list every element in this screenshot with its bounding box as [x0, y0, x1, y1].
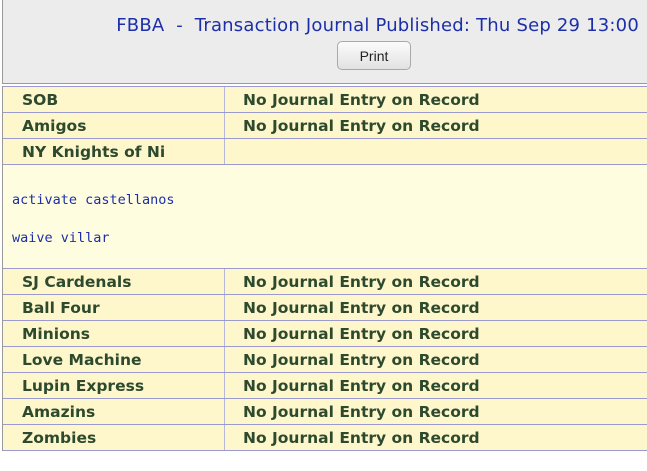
team-name: Ball Four	[3, 295, 225, 320]
journal-status: No Journal Entry on Record	[225, 425, 647, 450]
team-name: NY Knights of Ni	[3, 139, 225, 164]
table-row: SJ Cardenals No Journal Entry on Record	[3, 269, 647, 295]
print-button[interactable]: Print	[337, 41, 411, 70]
journal-status: No Journal Entry on Record	[225, 399, 647, 424]
table-row: SOB No Journal Entry on Record	[3, 86, 647, 113]
journal-status: No Journal Entry on Record	[225, 295, 647, 320]
team-name: Zombies	[3, 425, 225, 450]
table-row: Zombies No Journal Entry on Record	[3, 425, 647, 451]
journal-status: No Journal Entry on Record	[225, 347, 647, 372]
journal-status	[225, 139, 647, 164]
team-name: SJ Cardenals	[3, 269, 225, 294]
journal-table: SOB No Journal Entry on Record Amigos No…	[2, 86, 647, 451]
table-row: Love Machine No Journal Entry on Record	[3, 347, 647, 373]
team-name: Lupin Express	[3, 373, 225, 398]
journal-entry-line: activate castellanos	[12, 192, 175, 208]
team-name: Amazins	[3, 399, 225, 424]
table-row: Ball Four No Journal Entry on Record	[3, 295, 647, 321]
journal-status: No Journal Entry on Record	[225, 321, 647, 346]
page-title: FBBA - Transaction Journal Published: Th…	[116, 15, 639, 36]
team-name: Love Machine	[3, 347, 225, 372]
team-name: SOB	[3, 87, 225, 112]
journal-entry-block: activate castellanos waive villar	[3, 165, 647, 269]
page-header: FBBA - Transaction Journal Published: Th…	[2, 0, 647, 84]
journal-status: No Journal Entry on Record	[225, 373, 647, 398]
journal-entry-line: waive villar	[12, 230, 110, 246]
journal-status: No Journal Entry on Record	[225, 113, 647, 138]
journal-status: No Journal Entry on Record	[225, 87, 647, 112]
table-row: Amigos No Journal Entry on Record	[3, 113, 647, 139]
table-row: Lupin Express No Journal Entry on Record	[3, 373, 647, 399]
table-row: Minions No Journal Entry on Record	[3, 321, 647, 347]
journal-status: No Journal Entry on Record	[225, 269, 647, 294]
team-name: Amigos	[3, 113, 225, 138]
table-row: NY Knights of Ni	[3, 139, 647, 165]
team-name: Minions	[3, 321, 225, 346]
table-row: Amazins No Journal Entry on Record	[3, 399, 647, 425]
